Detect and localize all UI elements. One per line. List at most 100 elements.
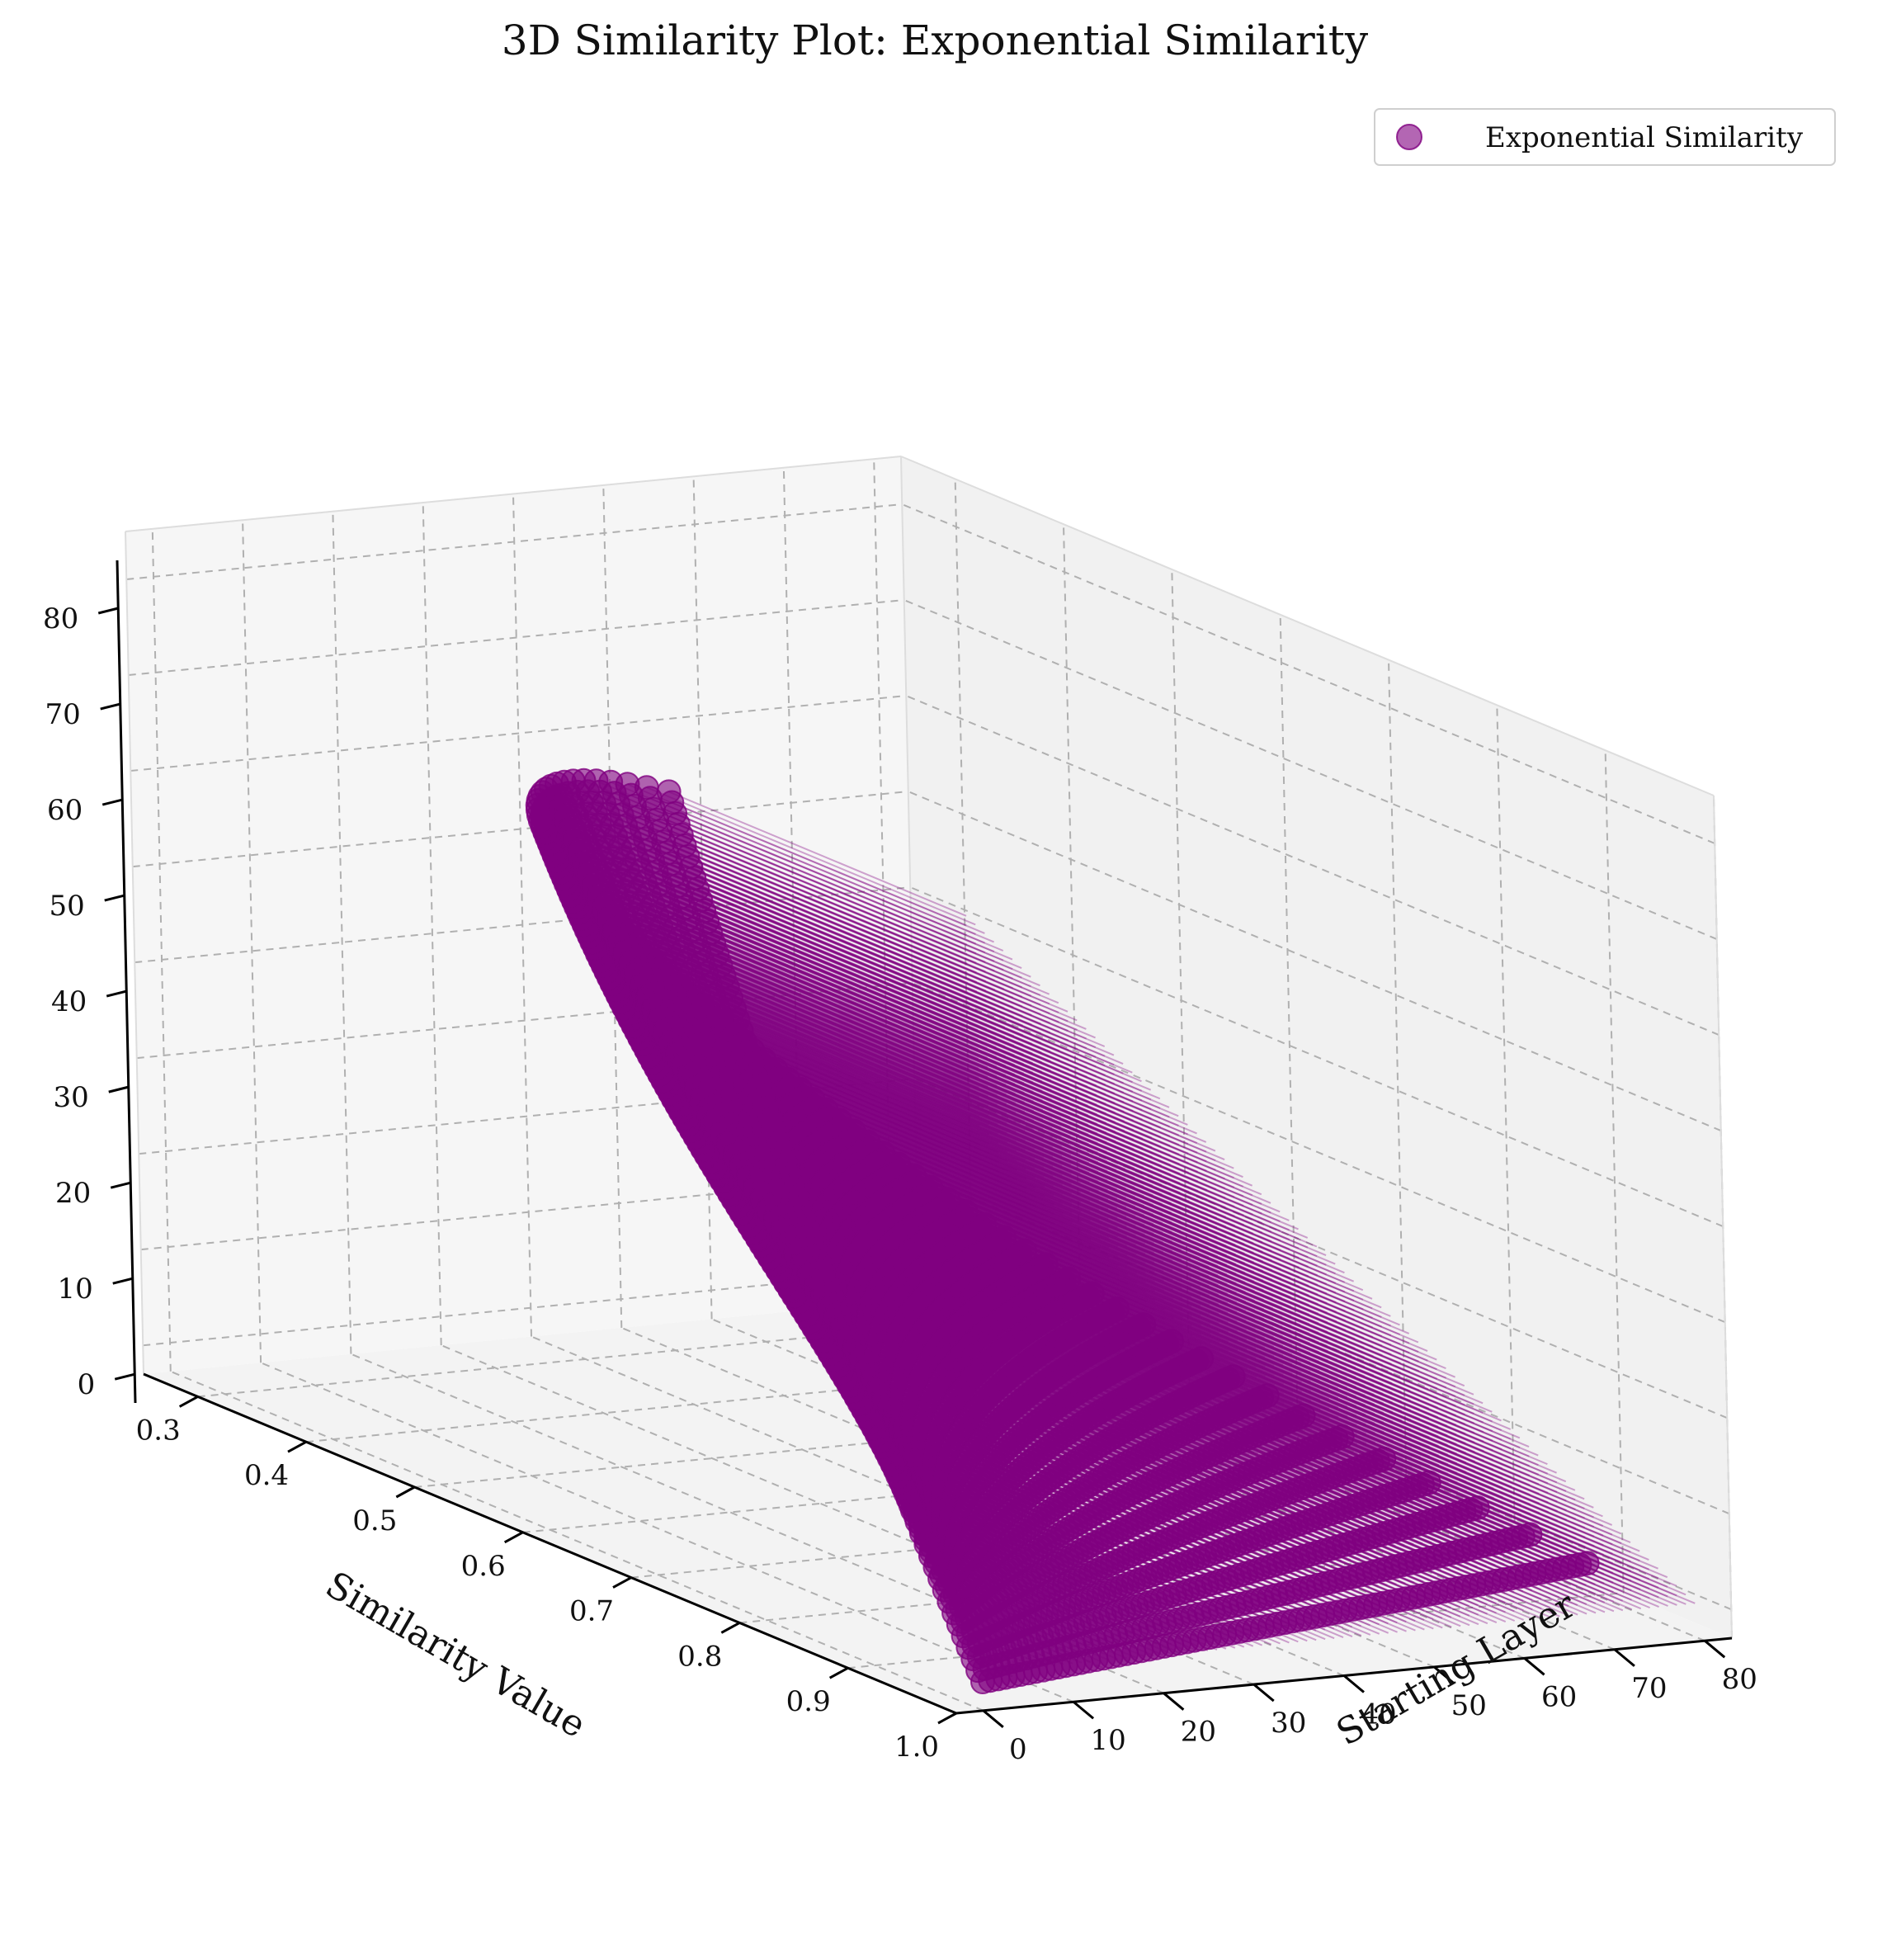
connector-line (751, 1067, 1374, 1329)
grid-line-z (130, 695, 907, 772)
connector-line (652, 958, 1299, 1230)
grid-line-z (916, 1174, 1730, 1515)
connector-line (1216, 1382, 1604, 1547)
connector-line (1304, 1555, 1452, 1618)
connector-line (813, 1098, 1437, 1361)
connector-line (1337, 1546, 1497, 1614)
connector-line (1116, 1308, 1594, 1509)
connector-line (1417, 1523, 1606, 1603)
connector-line (724, 975, 970, 1079)
connector-line (681, 895, 979, 1022)
connector-line (1450, 1514, 1650, 1599)
connector-line (741, 1030, 971, 1128)
grid-line-y (1496, 705, 1517, 1548)
connector-line (1171, 1340, 1613, 1526)
connector-line (873, 1157, 1465, 1406)
connector-line (867, 1141, 1474, 1396)
connector-line (685, 996, 1327, 1266)
connector-line (947, 1198, 1521, 1439)
connector-line (1211, 1385, 1595, 1547)
connector-line (1436, 1518, 1632, 1601)
connector-line (741, 1039, 1382, 1309)
connector-line (984, 1223, 1539, 1457)
connector-line (654, 974, 1290, 1241)
grid-line-x (873, 459, 894, 1302)
connector-line (668, 791, 967, 917)
connector-line (844, 1136, 1447, 1389)
connector-line (965, 1211, 1530, 1448)
connector-line (717, 1006, 980, 1117)
connector-line (729, 1048, 1355, 1311)
connector-line (684, 906, 979, 1031)
grid-line-x (422, 503, 442, 1346)
connector-line (1138, 1326, 1594, 1518)
connector-line (670, 862, 978, 993)
connector-line (717, 953, 970, 1060)
connector-line (691, 928, 979, 1051)
connector-line (710, 932, 969, 1041)
connector-line (704, 1032, 1328, 1295)
connector-line (755, 1064, 1383, 1328)
connector-line (1003, 1236, 1548, 1466)
connector-line (893, 1165, 1484, 1414)
connector-line (1350, 1542, 1515, 1613)
connector-line (705, 972, 979, 1089)
connector-line (674, 812, 967, 936)
connector-line (1396, 1528, 1578, 1606)
connector-line (979, 1226, 1530, 1457)
connector-line (687, 856, 968, 975)
pane-edge (1713, 795, 1733, 1639)
grid-line-z (912, 982, 1726, 1324)
connector-line (725, 1032, 1364, 1301)
connector-line (1024, 1249, 1557, 1474)
connector-line (783, 1081, 1410, 1344)
connector-line (1456, 1512, 1659, 1599)
connector-line (630, 794, 986, 944)
connector-line (660, 985, 1290, 1250)
connector-line (657, 971, 1300, 1240)
connector-line (733, 1045, 1364, 1311)
grid-line-z (901, 503, 1715, 844)
connector-line (701, 1018, 1337, 1284)
connector-line (830, 1125, 1438, 1380)
connector-line (659, 830, 977, 964)
connector-line (762, 1077, 1383, 1338)
connector-line (653, 808, 977, 945)
connector-line (730, 1030, 1373, 1300)
connector-line (1330, 1547, 1488, 1615)
connector-line (649, 980, 1272, 1243)
grid-line-z (128, 599, 904, 677)
connector-line (696, 888, 969, 1004)
connector-line (1383, 1533, 1560, 1608)
connector-line (786, 1097, 1401, 1355)
connector-line (1343, 1543, 1506, 1613)
connector-line (1317, 1551, 1470, 1617)
connector-line (721, 1017, 980, 1126)
connector-line (808, 1101, 1428, 1362)
connector-line (1430, 1519, 1623, 1602)
connector-line (739, 1057, 1364, 1320)
connector-line (1323, 1549, 1479, 1616)
connector-line (710, 984, 980, 1098)
grid-line-x (512, 494, 532, 1337)
connector-line (904, 1180, 1484, 1424)
connector-line (1068, 1278, 1576, 1491)
grid-line-z (903, 599, 1718, 940)
connector-line (667, 852, 978, 983)
connector-line (748, 1051, 1382, 1318)
connector-line (889, 1169, 1474, 1415)
grid-line-y (1604, 750, 1625, 1594)
connector-line (711, 1027, 1346, 1293)
connector-line (718, 1039, 1346, 1302)
connector-line (706, 920, 969, 1032)
connector-line (724, 1027, 981, 1136)
connector-line (719, 1021, 1364, 1292)
connector-line (993, 1241, 1530, 1467)
connector-line (727, 986, 970, 1089)
grid-line-z (126, 503, 903, 581)
connector-line (679, 985, 1327, 1256)
connector-line (1072, 1303, 1549, 1504)
connector-line (715, 1041, 1337, 1303)
connector-line (677, 885, 978, 1012)
grid-line-z (905, 695, 1720, 1036)
